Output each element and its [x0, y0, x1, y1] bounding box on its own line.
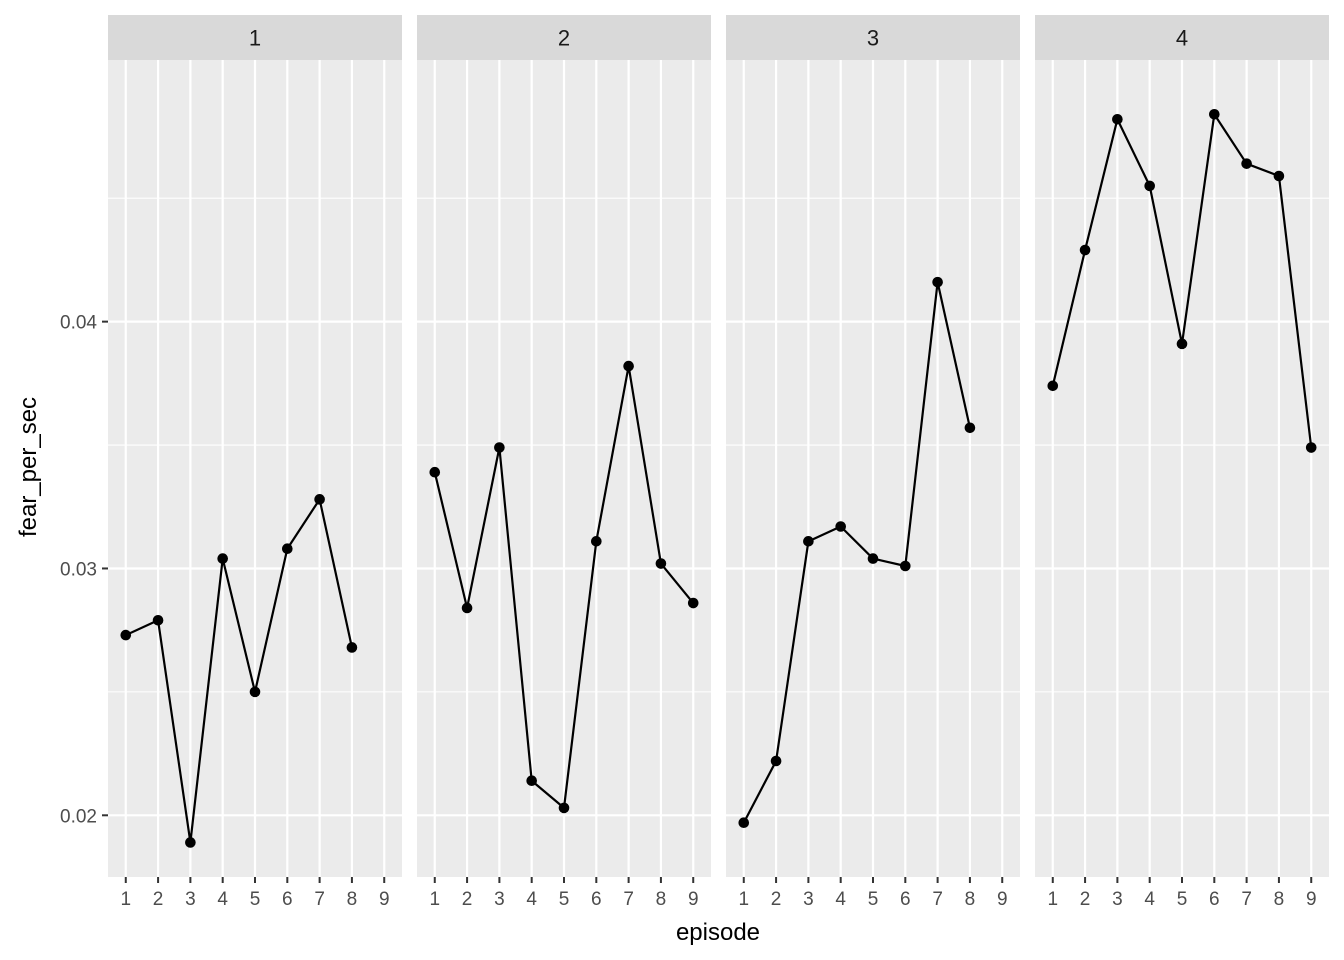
- x-tick-label: 5: [1177, 889, 1188, 910]
- data-point: [249, 686, 261, 698]
- data-point: [346, 642, 358, 653]
- data-point: [623, 360, 634, 372]
- x-tick-label: 5: [559, 889, 570, 910]
- x-tick-label: 2: [153, 889, 164, 910]
- x-tick-label: 9: [997, 889, 1008, 910]
- x-tick-label: 9: [688, 889, 699, 910]
- data-point: [1305, 442, 1317, 453]
- data-point: [558, 802, 570, 814]
- x-tick-label: 7: [1241, 889, 1252, 910]
- x-tick-label: 5: [250, 889, 261, 910]
- facet-panels: 11 2 3 4 5 6 7 8 921 2 3 4 5 6 7 8 931 2 3 4 5 6 7 8 941 2 3 4 5 6 7 8 9: [108, 15, 1329, 910]
- y-tick-label: 0.02: [60, 806, 97, 827]
- x-tick-label: 7: [932, 889, 943, 910]
- data-point: [1112, 113, 1123, 125]
- x-tick-label: 4: [1144, 889, 1155, 910]
- data-point: [152, 614, 164, 626]
- x-tick-label: 2: [462, 889, 473, 910]
- data-point: [1047, 380, 1059, 392]
- x-tick-label: 9: [379, 889, 390, 910]
- x-tick-label: 8: [1274, 889, 1285, 910]
- x-tick-label: 4: [835, 889, 846, 910]
- data-point: [1079, 244, 1091, 256]
- x-tick-label: 6: [1209, 889, 1220, 910]
- x-tick-label: 3: [185, 889, 196, 910]
- data-point: [964, 422, 976, 434]
- series-line: [742, 281, 971, 824]
- x-tick-label: 1: [1047, 889, 1058, 910]
- data-point: [803, 536, 814, 547]
- data-point: [185, 837, 196, 848]
- data-point: [429, 466, 441, 478]
- series-line: [125, 498, 353, 844]
- facet-strip: [1035, 15, 1329, 60]
- facet-panel-1: 1 1 2 3 4 5 6 7 8 9: [108, 15, 402, 910]
- x-tick-label: 6: [282, 889, 293, 910]
- data-point: [282, 543, 293, 555]
- data-point: [655, 558, 667, 569]
- x-tick-label: 3: [1112, 889, 1123, 910]
- data-point: [835, 521, 846, 532]
- x-tick-label: 1: [429, 889, 440, 910]
- data-point: [461, 602, 473, 614]
- data-point: [526, 775, 537, 787]
- x-tick-label: 7: [314, 889, 325, 910]
- data-point: [314, 494, 325, 505]
- facet-strip-label: 3: [867, 26, 879, 51]
- data-point: [1209, 109, 1220, 120]
- data-point: [738, 817, 750, 828]
- data-point: [1273, 170, 1285, 182]
- x-tick-label: 6: [900, 889, 911, 910]
- x-tick-label: 3: [803, 889, 814, 910]
- data-point: [932, 276, 943, 288]
- data-point: [217, 553, 228, 564]
- data-point: [1176, 338, 1188, 350]
- y-axis-title: fear_per_sec: [15, 397, 42, 537]
- data-point: [900, 560, 911, 572]
- x-tick-label: 9: [1306, 889, 1317, 910]
- facet-strip-label: 1: [249, 26, 261, 51]
- x-tick-label: 8: [656, 889, 667, 910]
- x-tick-label: 8: [965, 889, 976, 910]
- facet-strip: [108, 15, 402, 60]
- x-tick-label: 8: [347, 889, 358, 910]
- x-tick-label: 4: [217, 889, 228, 910]
- x-tick-label: 3: [494, 889, 505, 910]
- facet-strip-label: 2: [558, 26, 570, 51]
- data-point: [494, 442, 505, 453]
- x-tick-label: 2: [1080, 889, 1091, 910]
- data-point: [591, 536, 602, 547]
- x-tick-label: 5: [868, 889, 879, 910]
- data-point: [120, 629, 132, 641]
- data-point: [770, 755, 782, 767]
- facet-strip: [417, 15, 711, 60]
- x-axis-title: episode: [676, 919, 760, 946]
- y-axis: 0.02 0.03 0.04: [60, 313, 108, 827]
- x-tick-label: 4: [526, 889, 537, 910]
- data-point: [1144, 180, 1155, 192]
- facet-panel-2: 21 2 3 4 5 6 7 8 9: [417, 15, 711, 910]
- x-tick-label: 1: [738, 889, 749, 910]
- x-tick-label: 1: [120, 889, 131, 910]
- x-tick-label: 6: [591, 889, 602, 910]
- data-point: [1241, 158, 1252, 169]
- facet-panel-3: 31 2 3 4 5 6 7 8 9: [726, 15, 1020, 910]
- data-point: [687, 597, 699, 609]
- y-tick-label: 0.03: [60, 559, 97, 580]
- x-tick-label: 7: [623, 889, 634, 910]
- x-tick-label: 2: [771, 889, 782, 910]
- facet-strip-label: 4: [1176, 26, 1188, 51]
- facet-panel-4: 41 2 3 4 5 6 7 8 9: [1035, 15, 1329, 910]
- facet-strip: [726, 15, 1020, 60]
- y-tick-label: 0.04: [60, 313, 97, 334]
- data-point: [867, 553, 879, 564]
